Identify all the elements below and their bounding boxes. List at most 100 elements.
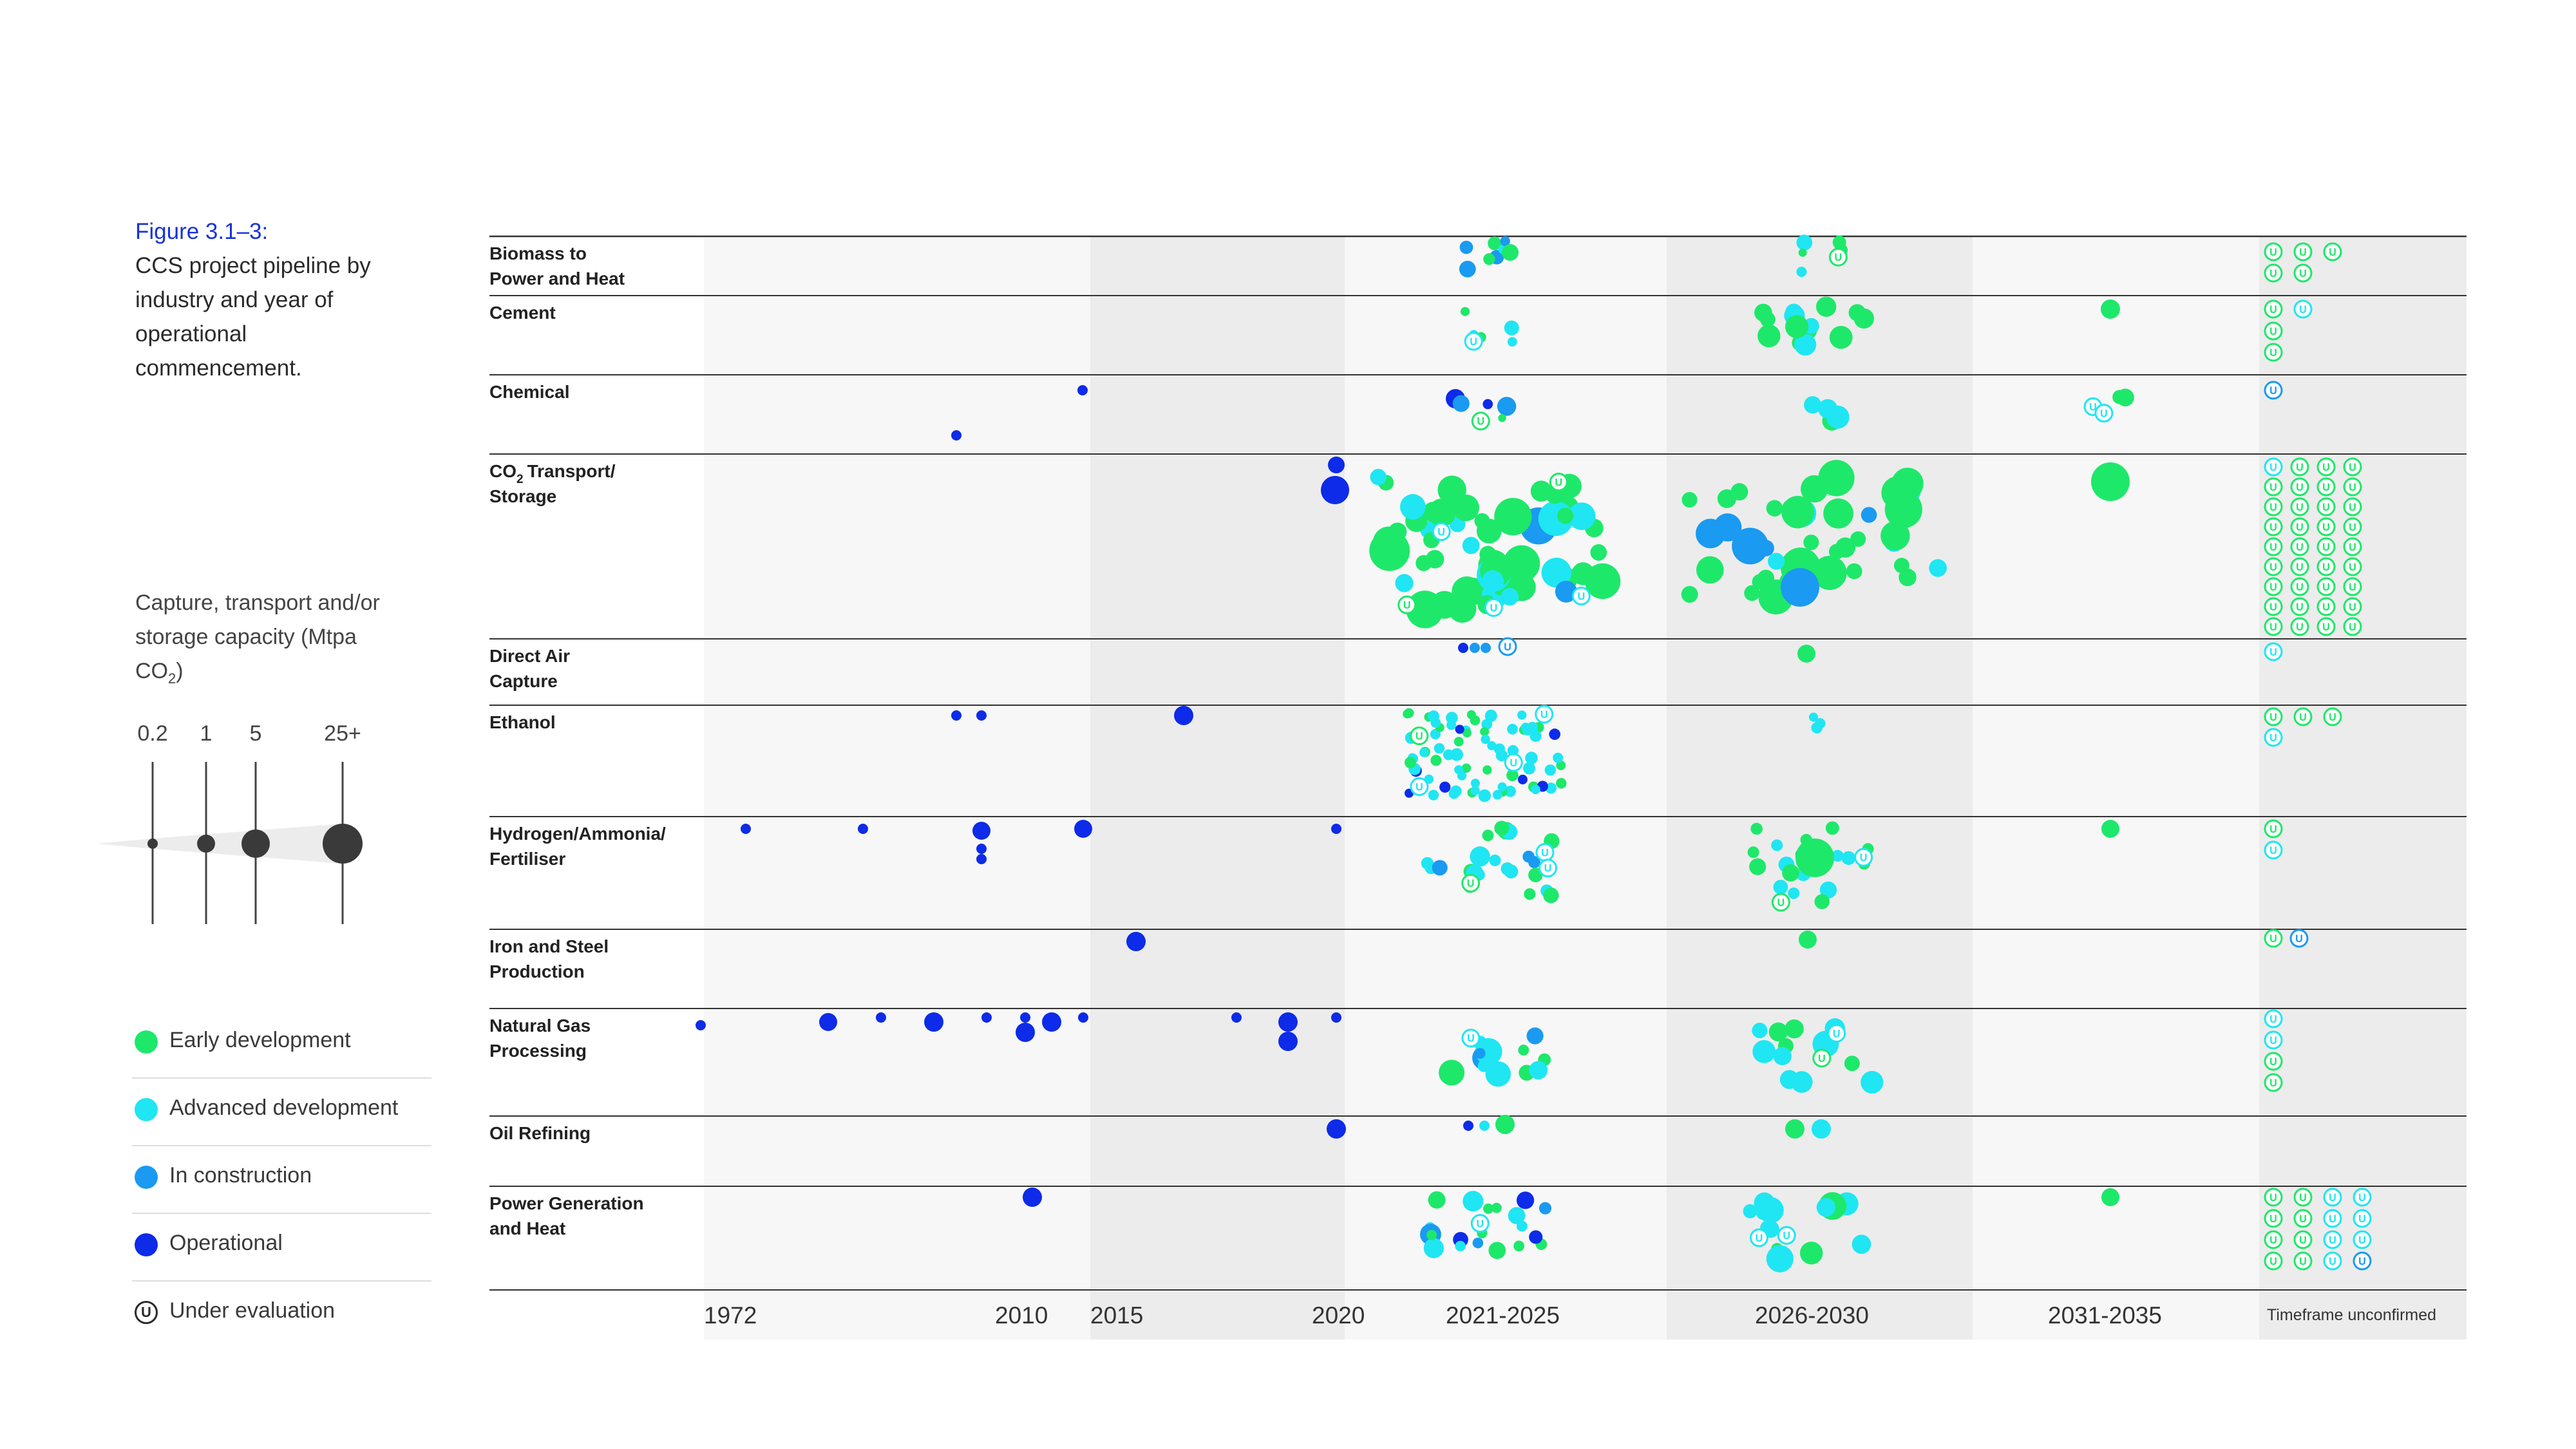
svg-text:U: U xyxy=(2269,385,2277,397)
project-dot-early xyxy=(1462,728,1472,738)
under-evaluation-icon: U xyxy=(1432,522,1451,542)
under-evaluation-icon: U xyxy=(2293,1230,2313,1249)
project-dot-advanced xyxy=(1852,1235,1871,1254)
project-dot-advanced xyxy=(1507,744,1519,757)
project-dot-advanced xyxy=(1812,1119,1831,1139)
svg-text:U: U xyxy=(2349,502,2356,513)
size-key-label: 0.2 xyxy=(137,721,167,746)
project-dot-operational xyxy=(1078,1012,1088,1023)
project-dot-early xyxy=(1430,755,1442,766)
project-dot-advanced xyxy=(1516,1220,1528,1232)
category-label: Hydrogen/Ammonia/Fertiliser xyxy=(489,824,666,869)
figure-label: Figure 3.1–3: xyxy=(135,219,269,244)
under-evaluation-icon: U xyxy=(1410,777,1429,797)
under-evaluation-icon: U xyxy=(2323,1209,2342,1228)
svg-text:U: U xyxy=(1403,600,1411,611)
svg-text:U: U xyxy=(1416,781,1423,793)
svg-text:U: U xyxy=(2296,582,2304,593)
under-evaluation-icon: U xyxy=(2316,457,2336,477)
svg-text:U: U xyxy=(2100,408,2108,419)
under-evaluation-icon: U xyxy=(1471,412,1490,431)
under-evaluation-icon: U xyxy=(1461,873,1481,893)
under-evaluation-icon: U xyxy=(1771,893,1790,912)
svg-text:U: U xyxy=(2322,621,2330,633)
svg-text:U: U xyxy=(2296,562,2304,573)
category-rows: Biomass to Power and Heat Cement Chemical CO… xyxy=(489,235,2467,1291)
project-dot-advanced xyxy=(1541,557,1572,588)
under-evaluation-icon: U xyxy=(2290,537,2309,556)
svg-text:U: U xyxy=(2269,522,2277,533)
project-dot-advanced xyxy=(1531,784,1540,795)
category-label: Natural Gas Processing xyxy=(489,1016,591,1061)
under-evaluation-icon: U xyxy=(2264,517,2283,536)
project-dot-advanced xyxy=(1567,502,1596,531)
under-evaluation-icon: U xyxy=(2316,537,2336,556)
under-evaluation-icon: U xyxy=(1470,1214,1490,1233)
svg-text:U: U xyxy=(2299,1192,2307,1204)
under-evaluation-icon: U xyxy=(135,1301,158,1324)
project-dot-early xyxy=(1556,778,1567,789)
under-evaluation-icon: U xyxy=(1854,848,1873,867)
project-dot-operational xyxy=(976,710,987,721)
size-key-bubble xyxy=(147,838,158,849)
svg-text:U: U xyxy=(2299,1235,2307,1246)
under-evaluation-icon: U xyxy=(2343,497,2362,516)
svg-text:U: U xyxy=(1544,863,1552,875)
project-dot-early xyxy=(1483,253,1495,265)
svg-text:U: U xyxy=(2269,824,2277,835)
svg-text:U: U xyxy=(2269,647,2277,658)
under-evaluation-icon: U xyxy=(2353,1230,2372,1249)
under-evaluation-icon: U xyxy=(2264,1052,2283,1071)
svg-text:U: U xyxy=(2299,1213,2307,1225)
project-dot-advanced xyxy=(1790,1071,1813,1093)
project-dot-early xyxy=(1491,1202,1502,1213)
under-evaluation-icon: U xyxy=(2290,557,2309,576)
under-evaluation-icon: U xyxy=(2316,577,2336,596)
under-evaluation-icon: U xyxy=(2316,557,2336,576)
under-evaluation-icon: U xyxy=(2290,477,2309,497)
svg-text:U: U xyxy=(2329,1256,2336,1267)
under-evaluation-icon: U xyxy=(1484,598,1503,617)
project-dot-construction xyxy=(1459,240,1473,254)
svg-text:U: U xyxy=(1467,878,1475,889)
size-key-title-close: ) xyxy=(176,659,184,683)
svg-text:U: U xyxy=(2322,482,2330,493)
svg-text:U: U xyxy=(1490,602,1497,614)
project-dot-advanced xyxy=(1501,587,1519,606)
legend-label: Operational xyxy=(169,1231,283,1255)
figure-caption: Figure 3.1–3: CCS project pipeline by in… xyxy=(135,214,406,385)
project-dot-construction xyxy=(1500,236,1510,247)
project-dot-early xyxy=(1498,413,1506,422)
project-dot-advanced xyxy=(1819,881,1837,899)
svg-text:U: U xyxy=(2299,268,2307,279)
svg-text:U: U xyxy=(2269,1256,2277,1267)
project-dot-early xyxy=(1766,500,1783,517)
under-evaluation-icon: U xyxy=(2264,642,2283,661)
under-evaluation-icon: U xyxy=(2290,497,2309,516)
project-dot-advanced xyxy=(1804,396,1822,414)
under-evaluation-icon: U xyxy=(2343,597,2362,616)
project-dot-advanced xyxy=(1470,846,1490,867)
under-evaluation-icon: U xyxy=(2343,577,2362,596)
under-evaluation-icon: U xyxy=(2343,617,2362,636)
svg-text:U: U xyxy=(1835,252,1842,263)
project-dot-early xyxy=(1803,535,1819,551)
under-evaluation-icon: U xyxy=(2290,517,2309,536)
svg-text:U: U xyxy=(2269,347,2277,359)
under-evaluation-icon: U xyxy=(1777,1226,1796,1245)
under-evaluation-icon: U xyxy=(1812,1048,1832,1068)
under-evaluation-icon: U xyxy=(1749,1228,1768,1247)
svg-text:U: U xyxy=(2269,732,2277,744)
under-evaluation-icon: U xyxy=(2264,577,2283,596)
project-dot-advanced xyxy=(1752,1039,1776,1063)
project-dot-operational xyxy=(1327,1119,1346,1139)
project-dot-early xyxy=(1747,846,1759,858)
svg-text:U: U xyxy=(2269,582,2277,593)
project-dot-early xyxy=(1799,931,1817,949)
x-axis-label: 1972 xyxy=(704,1302,757,1329)
project-dot-construction xyxy=(1452,395,1470,412)
svg-text:U: U xyxy=(2296,542,2304,553)
svg-text:U: U xyxy=(2089,401,2097,413)
project-dot-advanced xyxy=(1481,734,1490,744)
svg-text:U: U xyxy=(2269,1056,2277,1068)
